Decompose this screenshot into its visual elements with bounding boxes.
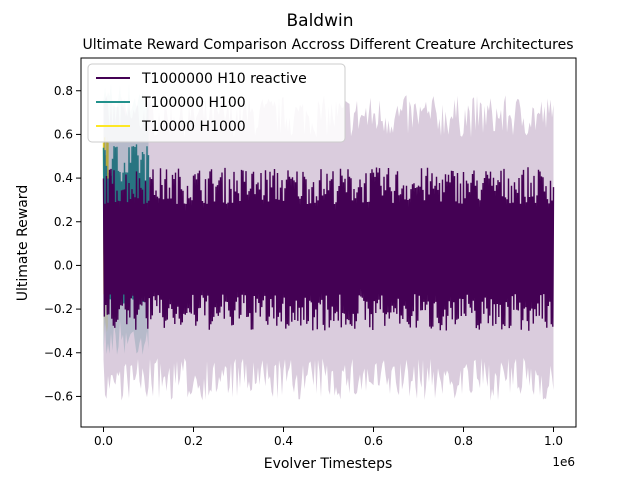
y-tick-label-4: 0.2 [54,215,73,229]
x-tick-label-0: 0.0 [94,434,113,448]
x-tick-label-2: 0.4 [274,434,293,448]
legend: T1000000 H10 reactive T100000 H100 T1000… [87,63,346,143]
y-tick-label-7: 0.8 [54,84,73,98]
x-tick-label-3: 0.6 [364,434,383,448]
chart-title: Ultimate Reward Comparison Accross Diffe… [82,37,573,53]
x-axis-offset-label: 1e6 [552,455,575,469]
chart-suptitle: Baldwin [287,11,354,31]
x-tick-label-5: 1.0 [544,434,563,448]
series-0-line [102,167,555,331]
axes-frame [80,57,577,428]
y-tick-label-1: −0.4 [44,346,73,360]
axes: 0.0 0.2 0.4 0.6 0.8 1.0 −0.6 −0.4 −0.2 0.0 0.2 0.4 0… [44,57,577,448]
legend-label-2: T10000 H1000 [141,119,246,135]
plot-area [102,82,555,401]
y-tick-label-2: −0.2 [44,302,73,316]
legend-frame [87,63,346,143]
legend-label-1: T100000 H100 [141,95,246,111]
y-tick-label-3: 0.0 [54,258,73,272]
legend-label-0: T1000000 H10 reactive [141,71,307,87]
y-axis-label: Ultimate Reward [15,185,31,301]
y-tick-label-6: 0.6 [54,127,73,141]
y-tick-label-5: 0.4 [54,171,73,185]
x-axis-label: Evolver Timesteps [264,456,393,472]
y-tick-label-0: −0.6 [44,389,73,403]
x-tick-label-4: 0.8 [454,434,473,448]
x-tick-label-1: 0.2 [184,434,203,448]
